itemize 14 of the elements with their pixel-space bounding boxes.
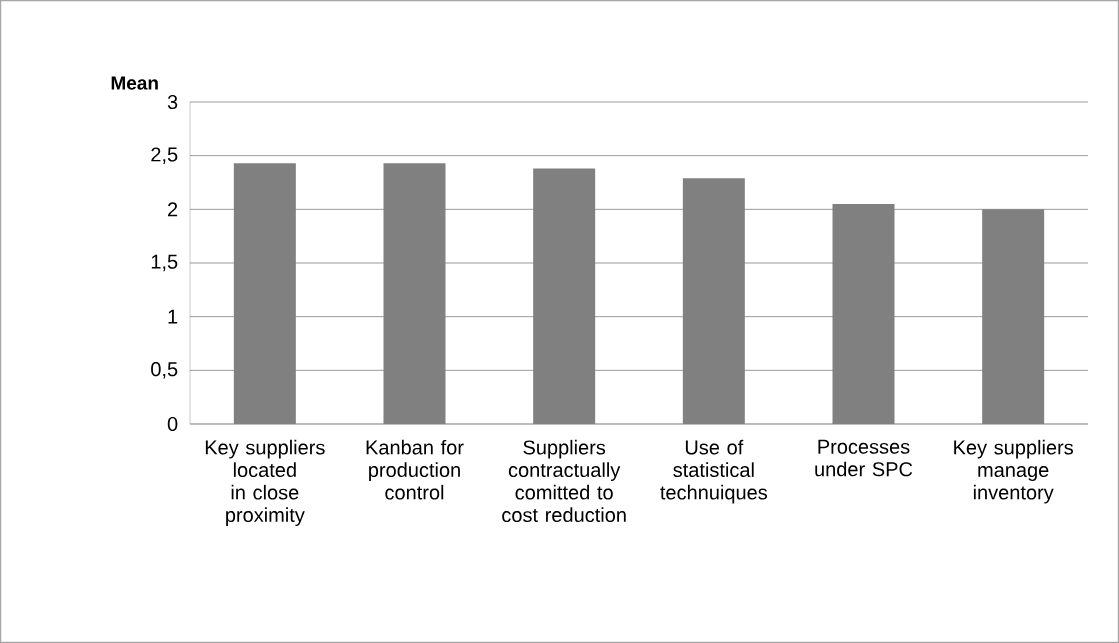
x-tick-label: Use of statistical technuiques xyxy=(660,439,768,504)
y-tick-label: 3 xyxy=(167,94,178,110)
x-tick-label: Key suppliers manage inventory xyxy=(954,439,1073,504)
x-tick-label: Key suppliers located in close proximity xyxy=(205,439,325,527)
y-tick-label: 2,5 xyxy=(151,147,178,164)
x-tick-label: Suppliers contractually comitted to cost reduction xyxy=(502,439,626,523)
y-tick-label: 1 xyxy=(168,309,178,324)
y-tick-label: 0,5 xyxy=(151,362,178,379)
x-tick-label: Kanban for production control xyxy=(366,439,464,500)
y-tick-label: 2 xyxy=(168,202,178,217)
x-tick-label: Processes under SPC xyxy=(815,439,913,477)
y-axis-title: Mean xyxy=(111,76,158,90)
y-tick-label: 1,5 xyxy=(151,254,178,272)
y-tick-label: 0 xyxy=(167,416,178,432)
